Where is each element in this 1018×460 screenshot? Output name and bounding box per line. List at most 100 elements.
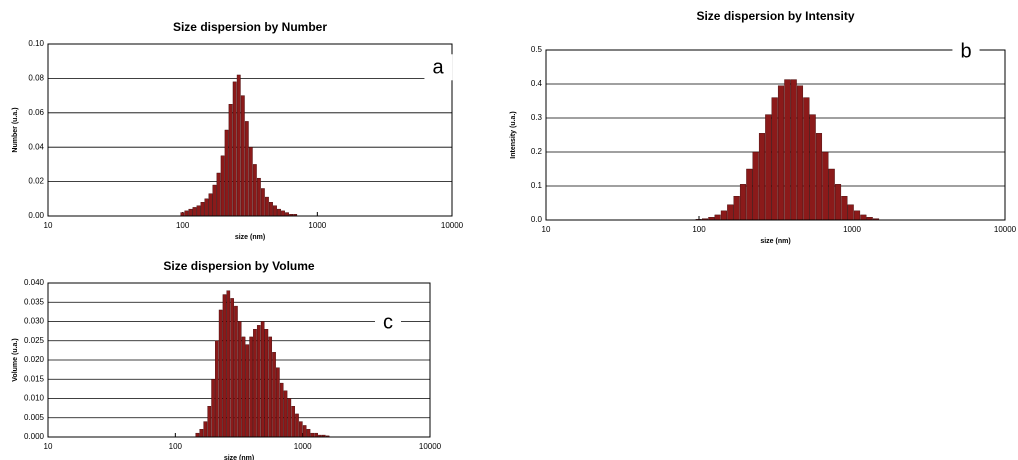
- bar: [291, 406, 295, 438]
- y-axis-label: Number (u.a.): [12, 107, 19, 152]
- plot-frame: [545, 49, 1006, 221]
- y-tick-label: 0.020: [24, 355, 45, 364]
- x-axis-label: size (nm): [224, 455, 254, 460]
- y-axis-label: Volume (u.a.): [12, 338, 19, 381]
- x-tick-label: 100: [176, 221, 190, 230]
- bar: [196, 205, 201, 217]
- y-tick-label: 0.040: [24, 278, 45, 287]
- bar: [822, 151, 829, 221]
- bar: [232, 81, 237, 217]
- y-tick-label: 0.010: [24, 394, 45, 403]
- x-axis-label: size (nm): [235, 234, 265, 241]
- bar: [200, 202, 205, 217]
- bar: [273, 205, 277, 217]
- bar: [853, 210, 861, 221]
- x-tick-label: 10: [44, 221, 53, 230]
- bar: [264, 329, 269, 438]
- bar: [847, 204, 854, 221]
- y-tick-label: 0.015: [24, 374, 45, 383]
- bar: [264, 196, 269, 217]
- plot-frame: [47, 43, 453, 217]
- bar: [188, 208, 193, 217]
- y-tick-label: 0.2: [531, 147, 543, 156]
- bar: [276, 367, 280, 438]
- bar: [777, 85, 785, 221]
- bar: [277, 208, 281, 217]
- y-tick-label: 0.0: [531, 215, 543, 224]
- bar: [727, 204, 734, 221]
- bar: [283, 390, 288, 438]
- panel-label: b: [960, 40, 971, 62]
- bar: [268, 336, 273, 438]
- x-tick-label: 100: [692, 225, 706, 234]
- x-axis-label: size (nm): [760, 238, 790, 245]
- bar: [269, 202, 273, 217]
- bar: [253, 329, 257, 438]
- bar: [245, 344, 250, 438]
- bar: [226, 290, 231, 438]
- bar: [203, 421, 208, 438]
- bar: [733, 195, 740, 221]
- y-tick-label: 0.030: [24, 317, 45, 326]
- bar: [208, 193, 213, 217]
- bar: [287, 398, 292, 438]
- x-tick-label: 10000: [419, 442, 442, 451]
- bar: [211, 379, 215, 438]
- chart-title: Size dispersion by Intensity: [696, 9, 854, 23]
- y-tick-label: 0.02: [28, 177, 44, 186]
- y-tick-label: 0.005: [24, 413, 45, 422]
- bar: [285, 212, 289, 217]
- bar: [212, 184, 217, 217]
- bar: [234, 305, 238, 438]
- bar: [279, 382, 284, 438]
- bar: [295, 413, 299, 438]
- y-tick-label: 0.035: [24, 297, 45, 306]
- bar: [252, 164, 257, 217]
- y-tick-label: 0.04: [28, 142, 44, 151]
- bar: [803, 97, 810, 221]
- bar: [281, 210, 285, 217]
- y-tick-label: 0.00: [28, 211, 44, 220]
- bar: [739, 184, 747, 221]
- bar: [765, 114, 772, 221]
- bar: [240, 95, 245, 217]
- panel-label-bg: [375, 309, 401, 336]
- bar: [236, 74, 241, 217]
- y-tick-label: 0.025: [24, 336, 45, 345]
- bar: [306, 429, 311, 438]
- bar: [195, 432, 200, 438]
- bar: [248, 146, 253, 217]
- bar: [237, 321, 242, 438]
- panel-label: a: [432, 56, 444, 78]
- y-tick-label: 0.000: [24, 432, 45, 441]
- plot-frame: [47, 282, 431, 438]
- bar: [771, 97, 778, 221]
- bar: [216, 172, 221, 217]
- bar: [302, 425, 307, 438]
- bar: [809, 114, 816, 221]
- y-tick-label: 0.5: [531, 45, 543, 54]
- x-tick-label: 1000: [843, 225, 861, 234]
- bar: [815, 133, 823, 221]
- x-tick-label: 10000: [994, 225, 1017, 234]
- x-tick-label: 10: [542, 225, 551, 234]
- bar: [222, 294, 227, 438]
- chart-title: Size dispersion by Volume: [163, 259, 314, 273]
- bar: [758, 133, 766, 221]
- bar: [204, 198, 209, 217]
- bar: [841, 195, 848, 221]
- bar: [241, 336, 246, 438]
- y-tick-label: 0.1: [531, 181, 543, 190]
- bar: [310, 432, 315, 438]
- x-tick-label: 10: [44, 442, 53, 451]
- bar: [228, 103, 233, 217]
- bar: [720, 210, 727, 221]
- bar: [260, 321, 265, 438]
- y-tick-label: 0.4: [531, 79, 543, 88]
- bar: [184, 210, 189, 217]
- bar: [230, 298, 234, 438]
- x-tick-label: 10000: [441, 221, 464, 230]
- bar: [828, 168, 835, 221]
- bar: [220, 155, 225, 217]
- bar: [207, 406, 212, 438]
